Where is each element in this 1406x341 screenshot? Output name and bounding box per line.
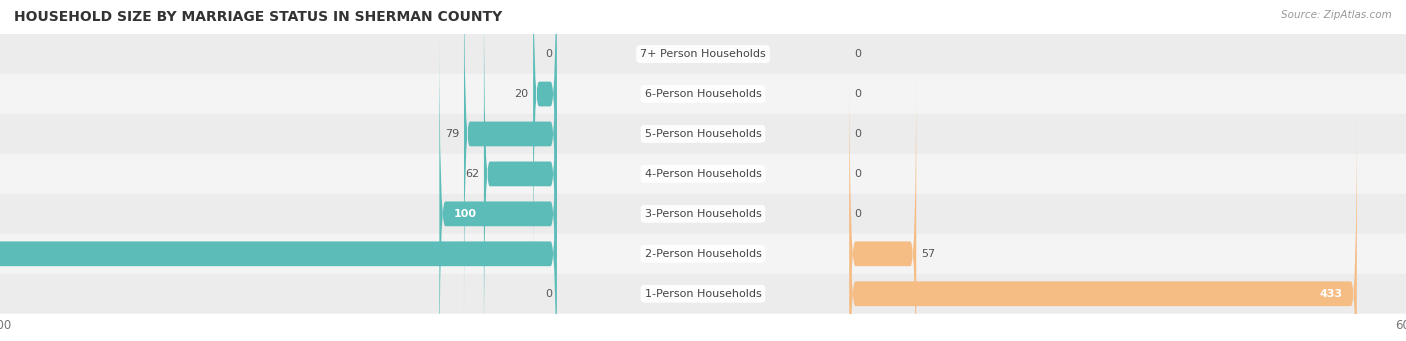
Text: 0: 0 (855, 129, 860, 139)
Text: 79: 79 (446, 129, 460, 139)
Text: 6-Person Households: 6-Person Households (644, 89, 762, 99)
Text: 2-Person Households: 2-Person Households (644, 249, 762, 259)
FancyBboxPatch shape (533, 0, 557, 281)
FancyBboxPatch shape (849, 106, 1357, 341)
Text: 1-Person Households: 1-Person Households (644, 289, 762, 299)
Text: 3-Person Households: 3-Person Households (644, 209, 762, 219)
Text: 0: 0 (855, 209, 860, 219)
Text: 433: 433 (1320, 289, 1343, 299)
Text: 62: 62 (465, 169, 479, 179)
Text: 7+ Person Households: 7+ Person Households (640, 49, 766, 59)
Text: Source: ZipAtlas.com: Source: ZipAtlas.com (1281, 10, 1392, 20)
Text: 0: 0 (546, 289, 551, 299)
Text: HOUSEHOLD SIZE BY MARRIAGE STATUS IN SHERMAN COUNTY: HOUSEHOLD SIZE BY MARRIAGE STATUS IN SHE… (14, 10, 502, 24)
Text: 0: 0 (855, 49, 860, 59)
FancyBboxPatch shape (849, 66, 917, 341)
Text: 5-Person Households: 5-Person Households (644, 129, 762, 139)
Text: 0: 0 (855, 89, 860, 99)
FancyBboxPatch shape (464, 0, 557, 321)
Text: 0: 0 (546, 49, 551, 59)
Text: 4-Person Households: 4-Person Households (644, 169, 762, 179)
FancyBboxPatch shape (484, 0, 557, 341)
Text: 57: 57 (921, 249, 935, 259)
FancyBboxPatch shape (439, 27, 557, 341)
Text: 20: 20 (515, 89, 529, 99)
FancyBboxPatch shape (0, 66, 557, 341)
Text: 0: 0 (855, 169, 860, 179)
Text: 100: 100 (453, 209, 477, 219)
